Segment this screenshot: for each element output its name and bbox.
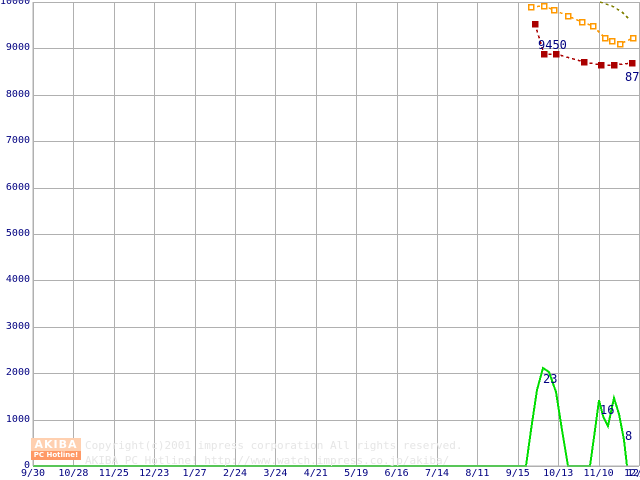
series-marker-price-orange bbox=[550, 6, 558, 14]
data-label-16: 16 bbox=[600, 403, 615, 417]
series-marker-price-orange bbox=[578, 18, 586, 26]
series-marker-price-orange bbox=[540, 2, 548, 10]
x-tick-label: 11/25 bbox=[98, 468, 129, 479]
y-tick-label: 6000 bbox=[5, 182, 30, 193]
x-tick-label: 9/15 bbox=[505, 468, 530, 479]
data-label-8: 8 bbox=[625, 429, 633, 443]
series-marker-price-orange bbox=[564, 12, 572, 20]
y-tick-label: 1000 bbox=[5, 414, 30, 425]
series-marker-price-dark-red bbox=[540, 50, 548, 58]
x-tick-label: 7/14 bbox=[424, 468, 450, 479]
y-tick-label: 10000 bbox=[0, 0, 31, 7]
axis-lines bbox=[32, 2, 639, 467]
series-marker-price-dark-red bbox=[628, 59, 636, 67]
y-tick-label: 0 bbox=[23, 460, 30, 471]
x-tick-label: 10/28 bbox=[58, 468, 89, 479]
x-tick-label: 5/19 bbox=[344, 468, 369, 479]
copyright-text: Copyright(c)2001 impress corporation All… bbox=[85, 439, 463, 452]
data-label-23: 23 bbox=[543, 372, 558, 386]
series-marker-price-orange bbox=[629, 34, 637, 42]
series-marker-price-dark-red bbox=[552, 50, 560, 58]
x-tick-label: 1/27 bbox=[182, 468, 207, 479]
series-marker-price-dark-red bbox=[531, 20, 539, 28]
data-label-8749: 8749 bbox=[625, 70, 640, 84]
series-marker-price-orange bbox=[527, 3, 535, 11]
y-tick-label: 3000 bbox=[5, 321, 30, 332]
akiba-logo-subtitle: PC Hotline! bbox=[31, 451, 81, 460]
x-tick-label: 12/15 bbox=[623, 468, 640, 479]
series-marker-price-orange bbox=[601, 34, 609, 42]
site-url-text: AKIBA PC Hotline! http://www.watch.impre… bbox=[85, 454, 450, 467]
data-label-9450: 9450 bbox=[538, 38, 567, 52]
y-tick-label: 5000 bbox=[5, 228, 30, 239]
akiba-logo-title: AKIBA bbox=[31, 438, 81, 451]
gridlines bbox=[33, 2, 640, 467]
y-tick-label: 7000 bbox=[5, 135, 30, 146]
akiba-logo: AKIBA PC Hotline! bbox=[31, 438, 81, 462]
x-tick-label: 12/8 bbox=[626, 468, 640, 479]
series-marker-price-orange bbox=[608, 37, 616, 45]
x-tick-label: 12/23 bbox=[139, 468, 170, 479]
series-line-price-orange bbox=[530, 5, 634, 45]
y-tick-label: 8000 bbox=[5, 89, 30, 100]
series-marker-price-dark-red bbox=[580, 58, 588, 66]
x-tick-label: 9/30 bbox=[20, 468, 46, 479]
x-tick-label: 10/13 bbox=[543, 468, 574, 479]
y-tick-label: 2000 bbox=[5, 367, 30, 378]
y-tick-label: 4000 bbox=[5, 274, 30, 285]
x-tick-label: 4/21 bbox=[303, 468, 328, 479]
x-tick-label: 2/24 bbox=[222, 468, 248, 479]
series-line-price-olive bbox=[599, 1, 631, 21]
series-marker-price-orange bbox=[589, 22, 597, 30]
series-marker-price-dark-red bbox=[597, 61, 605, 69]
x-tick-label: 8/11 bbox=[465, 468, 490, 479]
x-tick-label: 3/24 bbox=[263, 468, 288, 479]
x-tick-label: 6/16 bbox=[384, 468, 409, 479]
y-tick-label: 9000 bbox=[5, 42, 30, 53]
series-marker-price-dark-red bbox=[610, 61, 618, 69]
x-tick-label: 11/10 bbox=[583, 468, 614, 479]
series-marker-price-orange bbox=[616, 40, 624, 48]
